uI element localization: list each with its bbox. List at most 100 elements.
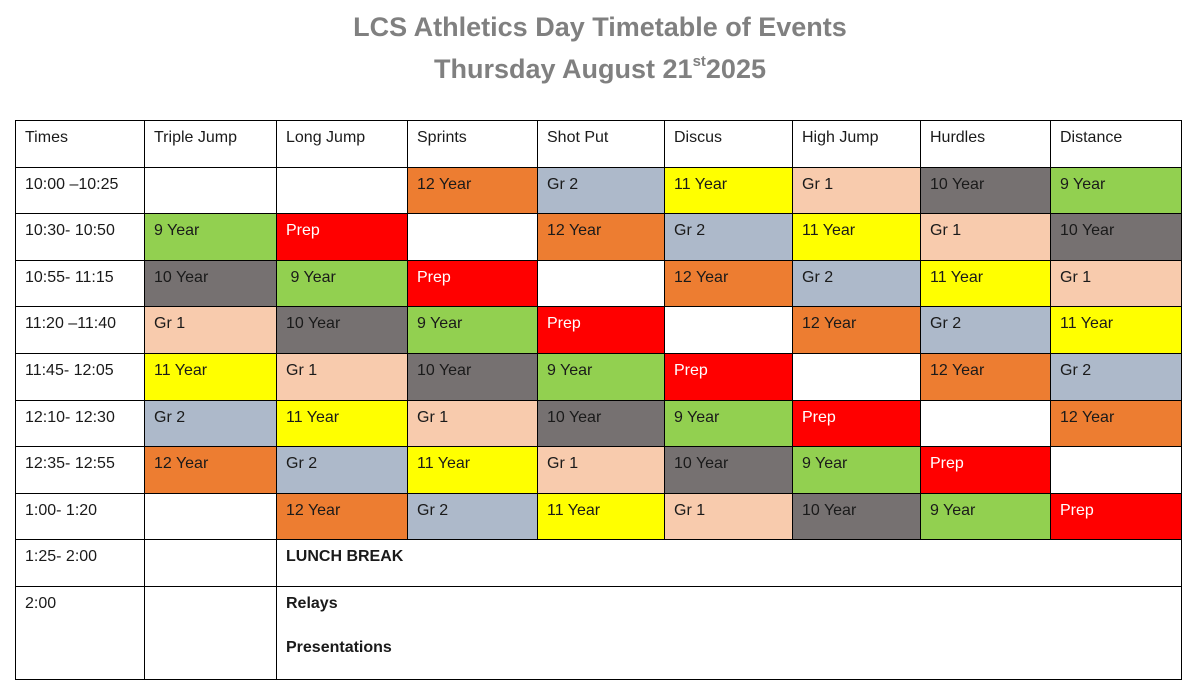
group-cell	[537, 259, 665, 308]
time-cell: 11:45- 12:05	[15, 352, 145, 401]
group-cell: 10 Year	[920, 166, 1051, 215]
final-activities: Relays Presentations	[276, 585, 1182, 680]
group-cell: Gr 2	[1050, 352, 1182, 401]
table-row: 10:55- 11:15 10 Year 9 Year Prep 12 Year Gr …	[15, 259, 1182, 308]
header-long-jump: Long Jump	[276, 120, 408, 168]
group-cell: 9 Year	[1050, 166, 1182, 215]
time-cell: 11:20 –11:40	[15, 306, 145, 354]
group-cell: Gr 1	[276, 352, 408, 401]
group-cell: 12 Year	[276, 492, 408, 541]
final-row: 2:00 Relays Presentations	[15, 585, 1182, 680]
group-cell: Gr 2	[276, 446, 408, 494]
group-cell: 12 Year	[1050, 399, 1182, 448]
group-cell: 12 Year	[920, 352, 1051, 401]
header-row: Times Triple Jump Long Jump Sprints Shot…	[15, 120, 1182, 168]
table-row: 12:35- 12:55 12 Year Gr 2 11 Year Gr 1 10 Yea…	[15, 446, 1182, 494]
table-row: 1:00- 1:20 12 Year Gr 2 11 Year Gr 1 10 Year 9…	[15, 492, 1182, 541]
lunch-row: 1:25- 2:00 LUNCH BREAK	[15, 539, 1182, 587]
time-cell: 10:00 –10:25	[15, 166, 145, 215]
group-cell: 11 Year	[1050, 306, 1182, 354]
header-discus: Discus	[664, 120, 793, 168]
group-cell: Gr 1	[144, 306, 277, 354]
title-line-2: Thursday August 21st2025	[0, 48, 1200, 95]
group-cell: Prep	[407, 259, 538, 308]
group-cell: 9 Year	[537, 352, 665, 401]
group-cell: 11 Year	[537, 492, 665, 541]
group-cell	[144, 492, 277, 541]
group-cell: 10 Year	[537, 399, 665, 448]
table-row: 11:20 –11:40 Gr 1 10 Year 9 Year Prep 12 Year…	[15, 306, 1182, 354]
header-hurdles: Hurdles	[920, 120, 1051, 168]
group-cell: Prep	[792, 399, 921, 448]
group-cell: 11 Year	[276, 399, 408, 448]
group-cell: 11 Year	[920, 259, 1051, 308]
group-cell: Gr 1	[407, 399, 538, 448]
group-cell: 10 Year	[792, 492, 921, 541]
group-cell: Gr 1	[537, 446, 665, 494]
group-cell: Prep	[920, 446, 1051, 494]
group-cell	[407, 213, 538, 261]
empty-cell	[144, 585, 277, 680]
time-cell: 10:55- 11:15	[15, 259, 145, 308]
title-year: 2025	[705, 54, 766, 84]
group-cell: Gr 2	[792, 259, 921, 308]
group-cell: 9 Year	[920, 492, 1051, 541]
group-cell: Prep	[276, 213, 408, 261]
group-cell	[792, 352, 921, 401]
group-cell: Gr 2	[407, 492, 538, 541]
group-cell	[1050, 446, 1182, 494]
table-row: 12:10- 12:30 Gr 2 11 Year Gr 1 10 Year 9 Year…	[15, 399, 1182, 448]
group-cell: Gr 1	[1050, 259, 1182, 308]
group-cell: Gr 2	[664, 213, 793, 261]
group-cell: 9 Year	[407, 306, 538, 354]
time-cell: 12:10- 12:30	[15, 399, 145, 448]
group-cell: 11 Year	[792, 213, 921, 261]
group-cell: Prep	[664, 352, 793, 401]
group-cell	[276, 166, 408, 215]
table-row: 10:00 –10:25 12 Year Gr 2 11 Year Gr 1 10 Yea…	[15, 166, 1182, 215]
title-date-suffix: st	[692, 53, 706, 70]
group-cell: 12 Year	[792, 306, 921, 354]
timetable: Times Triple Jump Long Jump Sprints Shot…	[15, 120, 1182, 680]
group-cell: Gr 2	[537, 166, 665, 215]
time-cell: 1:25- 2:00	[15, 539, 145, 587]
group-cell: 11 Year	[407, 446, 538, 494]
empty-cell	[144, 539, 277, 587]
group-cell: 10 Year	[664, 446, 793, 494]
table-row: 10:30- 10:50 9 Year Prep 12 Year Gr 2 11 Year…	[15, 213, 1182, 261]
group-cell: Gr 1	[792, 166, 921, 215]
header-shot-put: Shot Put	[537, 120, 665, 168]
group-cell: 10 Year	[144, 259, 277, 308]
group-cell: 9 Year	[664, 399, 793, 448]
header-triple-jump: Triple Jump	[144, 120, 277, 168]
group-cell: 11 Year	[144, 352, 277, 401]
time-cell: 10:30- 10:50	[15, 213, 145, 261]
presentations-label: Presentations	[286, 638, 392, 656]
group-cell: 12 Year	[537, 213, 665, 261]
header-times: Times	[15, 120, 145, 168]
group-cell: 10 Year	[407, 352, 538, 401]
lunch-break-label: LUNCH BREAK	[276, 539, 1182, 587]
page-title: LCS Athletics Day Timetable of Events Th…	[0, 6, 1200, 95]
group-cell: Gr 2	[920, 306, 1051, 354]
group-cell: 9 Year	[792, 446, 921, 494]
time-cell: 12:35- 12:55	[15, 446, 145, 494]
group-cell: Gr 1	[920, 213, 1051, 261]
header-distance: Distance	[1050, 120, 1182, 168]
group-cell: 10 Year	[276, 306, 408, 354]
group-cell	[144, 166, 277, 215]
group-cell: Prep	[1050, 492, 1182, 541]
header-high-jump: High Jump	[792, 120, 921, 168]
group-cell: 12 Year	[144, 446, 277, 494]
relays-label: Relays	[286, 594, 338, 612]
title-date: Thursday August 21	[434, 54, 693, 84]
group-cell: 9 Year	[144, 213, 277, 261]
group-cell: Gr 2	[144, 399, 277, 448]
group-cell: 12 Year	[664, 259, 793, 308]
group-cell: 12 Year	[407, 166, 538, 215]
group-cell: 10 Year	[1050, 213, 1182, 261]
group-cell: Prep	[537, 306, 665, 354]
table-row: 11:45- 12:05 11 Year Gr 1 10 Year 9 Year Prep…	[15, 352, 1182, 401]
group-cell	[664, 306, 793, 354]
group-cell: 11 Year	[664, 166, 793, 215]
